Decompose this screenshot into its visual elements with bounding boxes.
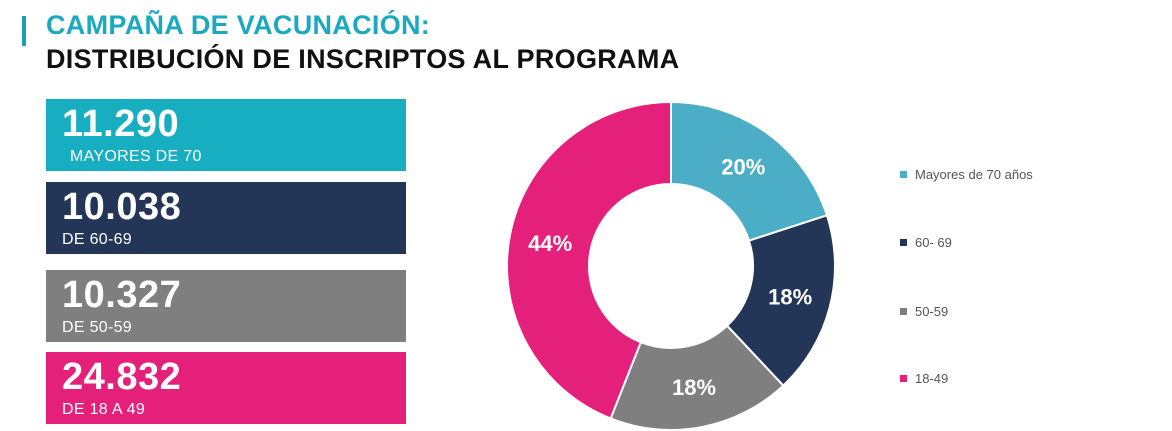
slice-label: 44%	[528, 231, 572, 256]
stat-label: DE 18 A 49	[62, 401, 146, 418]
stat-label: MAYORES DE 70	[70, 148, 202, 165]
legend-swatch	[900, 374, 907, 382]
legend-item: 60- 69	[900, 234, 952, 250]
legend-label: 18-49	[915, 370, 949, 386]
stat-card-mayores-70: 11.290 MAYORES DE 70	[46, 99, 406, 171]
slice-label: 20%	[721, 154, 765, 179]
legend-item: Mayores de 70 años	[900, 166, 1033, 182]
stat-label: DE 60-69	[62, 231, 132, 248]
legend-item: 18-49	[900, 370, 948, 386]
page-title: CAMPAÑA DE VACUNACIÓN:	[46, 10, 431, 40]
stat-card-18-49: 24.832 DE 18 A 49	[46, 352, 406, 424]
slice-60-69	[725, 214, 836, 387]
slice-label: 18%	[768, 285, 812, 310]
stat-label: DE 50-59	[62, 319, 132, 336]
page-subtitle: DISTRIBUCIÓN DE INSCRIPTOS AL PROGRAMA	[46, 44, 680, 74]
slice-50-59	[609, 324, 785, 431]
slice-label: 18%	[672, 375, 716, 400]
legend-label: 50-59	[915, 303, 949, 319]
slice-mayores-70	[670, 100, 829, 242]
legend-swatch	[900, 238, 907, 246]
title-accent-bar	[22, 16, 26, 46]
stat-value: 11.290	[62, 103, 180, 145]
legend-item: 50-59	[900, 303, 948, 319]
stat-card-50-59: 10.327 DE 50-59	[46, 270, 406, 342]
stat-value: 24.832	[62, 356, 182, 398]
legend-label: Mayores de 70 años	[915, 166, 1033, 182]
stat-value: 10.327	[62, 274, 182, 316]
legend-label: 60- 69	[915, 234, 952, 250]
stat-value: 10.038	[62, 186, 182, 228]
legend-swatch	[900, 307, 907, 315]
stat-card-60-69: 10.038 DE 60-69	[46, 182, 406, 254]
slice-18-49	[506, 100, 672, 420]
legend-swatch	[900, 170, 907, 178]
